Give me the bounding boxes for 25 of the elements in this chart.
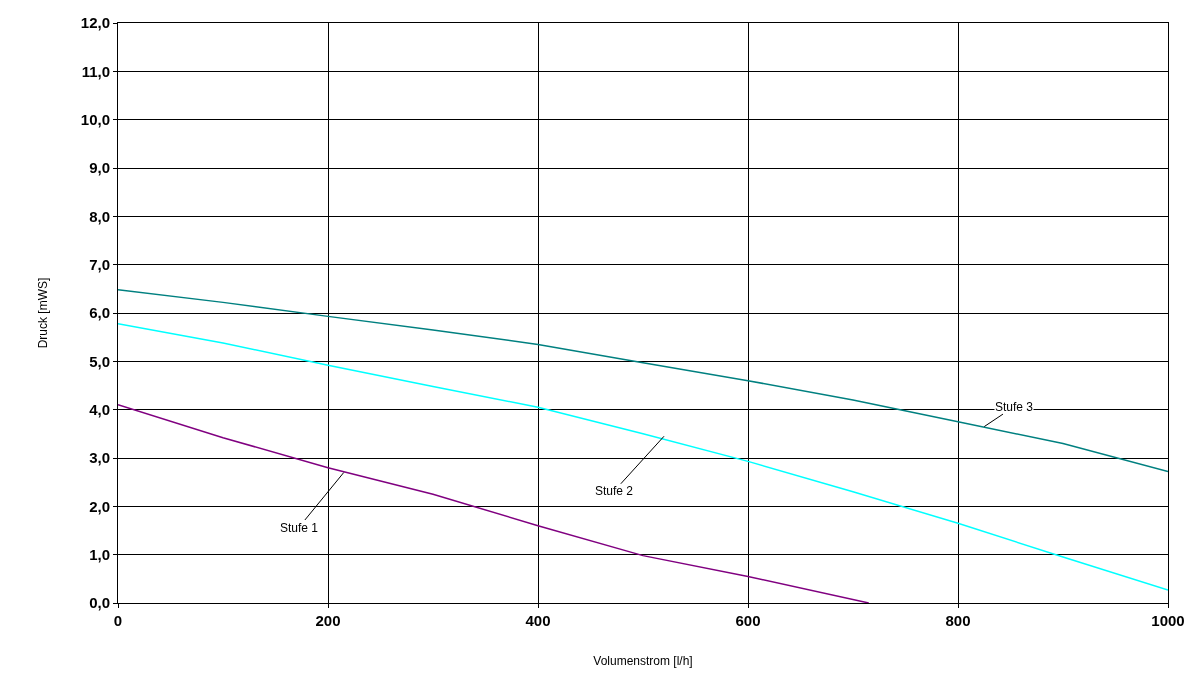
y-axis-title: Druck [mWS] [36,277,51,349]
y-tick-label: 4,0 [89,400,110,418]
y-tick-label: 2,0 [89,497,110,515]
y-tick-label: 6,0 [89,304,110,322]
annotation: Stufe 3 [995,400,1034,414]
y-tick-label: 10,0 [80,110,110,128]
y-tick-label: 9,0 [89,159,110,177]
y-tick-label: 11,0 [81,62,110,80]
y-tick-label: 3,0 [89,449,110,467]
x-tick-label: 600 [735,612,761,629]
annotation: Stufe 2 [595,484,634,498]
y-tick-label: 8,0 [89,207,110,225]
y-tick-label: 5,0 [89,352,110,370]
x-tick-label: 400 [525,612,551,629]
x-tick-label: 0 [113,612,123,629]
y-tick-label: 12,0 [80,14,110,32]
y-tick-label: 7,0 [89,255,110,273]
y-tick-label: 1,0 [89,545,110,563]
x-tick-label: 800 [945,612,971,629]
x-axis-title: Volumenstrom [l/h] [593,653,693,668]
y-tick-label: 0,0 [89,594,110,612]
x-tick-label: 200 [315,612,341,629]
line-series [118,404,870,603]
annotation: Stufe 1 [280,521,319,535]
x-tick-label: 1000 [1151,612,1185,629]
